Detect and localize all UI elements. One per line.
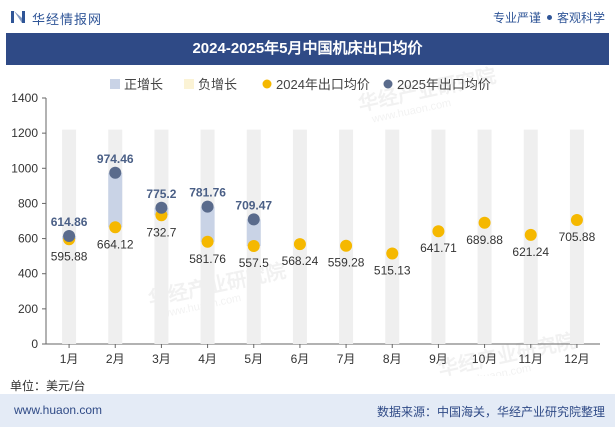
dot-2024 bbox=[524, 228, 537, 241]
range-band bbox=[246, 219, 261, 247]
background-column bbox=[292, 129, 307, 344]
label-2024: 581.76 bbox=[189, 252, 226, 266]
label-2024: 689.88 bbox=[466, 233, 503, 247]
slogan-right: 客观科学 bbox=[556, 11, 605, 25]
y-tick-label: 600 bbox=[18, 232, 38, 246]
label-2024: 641.71 bbox=[420, 241, 457, 255]
x-tick-label: 6月 bbox=[291, 352, 310, 366]
y-tick-label: 800 bbox=[18, 196, 38, 210]
background-column bbox=[339, 129, 354, 344]
footer: www.huaon.com 数据来源：中国海关，华经产业研究院整理 bbox=[0, 394, 615, 427]
footer-website: www.huaon.com bbox=[14, 403, 103, 417]
unit-label: 单位：美元/台 bbox=[10, 379, 86, 393]
x-tick-label: 2月 bbox=[106, 352, 125, 366]
dot-2024 bbox=[201, 235, 214, 248]
dot-2024 bbox=[109, 221, 122, 234]
legend-swatch bbox=[184, 79, 194, 89]
x-tick-label: 4月 bbox=[198, 352, 217, 366]
top-bar: 华经情报网 专业严谨 客观科学 bbox=[0, 0, 615, 34]
label-2024: 621.24 bbox=[512, 245, 549, 259]
dot-2024 bbox=[247, 240, 260, 253]
label-2024: 732.7 bbox=[146, 225, 176, 239]
x-tick-label: 9月 bbox=[429, 352, 448, 366]
y-tick-label: 1200 bbox=[11, 126, 38, 140]
background-column bbox=[154, 129, 169, 344]
chart: 华经产业研究院www.huaon.com华经产业研究院www.huaon.com… bbox=[11, 66, 600, 376]
dot-2025 bbox=[155, 201, 168, 214]
dot-2025 bbox=[109, 166, 122, 179]
label-2025: 614.86 bbox=[51, 215, 88, 229]
range-band bbox=[108, 172, 123, 228]
dot-2025 bbox=[63, 229, 76, 242]
label-2024: 664.12 bbox=[97, 237, 134, 251]
slogan-left: 专业严谨 bbox=[492, 11, 541, 25]
legend-label: 正增长 bbox=[124, 77, 163, 92]
x-tick-label: 5月 bbox=[244, 352, 263, 366]
slogan-dot-icon bbox=[546, 15, 552, 21]
slogan: 专业严谨 客观科学 bbox=[493, 9, 605, 26]
y-tick-label: 400 bbox=[18, 267, 38, 281]
y-tick-label: 200 bbox=[18, 302, 38, 316]
legend-swatch bbox=[110, 79, 120, 89]
chart-title: 2024-2025年5月中国机床出口均价 bbox=[6, 33, 609, 65]
x-tick-label: 3月 bbox=[152, 352, 171, 366]
legend-dot bbox=[262, 79, 272, 89]
background-column bbox=[569, 129, 584, 344]
x-tick-label: 10月 bbox=[472, 352, 497, 366]
huajing-logo-icon bbox=[11, 11, 25, 23]
background-column bbox=[477, 129, 492, 344]
footer-source: 数据来源：中国海关，华经产业研究院整理 bbox=[376, 405, 605, 419]
y-tick-label: 1400 bbox=[11, 91, 38, 105]
background-column bbox=[385, 129, 400, 344]
label-2025: 781.76 bbox=[189, 186, 226, 200]
dot-2024 bbox=[478, 216, 491, 229]
y-tick-label: 1000 bbox=[11, 161, 38, 175]
legend-label: 负增长 bbox=[198, 77, 237, 92]
label-2025: 974.46 bbox=[97, 152, 134, 166]
label-2024: 705.88 bbox=[559, 230, 596, 244]
legend-label: 2025年出口均价 bbox=[397, 77, 491, 92]
label-2025: 709.47 bbox=[235, 198, 272, 212]
dot-2025 bbox=[247, 213, 260, 226]
x-tick-label: 8月 bbox=[383, 352, 402, 366]
x-tick-label: 7月 bbox=[337, 352, 356, 366]
legend-dot bbox=[383, 79, 393, 89]
range-band bbox=[200, 206, 215, 242]
label-2024: 557.5 bbox=[239, 256, 269, 270]
legend-label: 2024年出口均价 bbox=[276, 77, 370, 92]
brand-name: 华经情报网 bbox=[32, 12, 103, 27]
dot-2024 bbox=[293, 238, 306, 251]
y-tick-label: 0 bbox=[31, 337, 38, 351]
dot-2024 bbox=[386, 247, 399, 260]
x-tick-label: 11月 bbox=[519, 352, 543, 366]
dot-2024 bbox=[432, 225, 445, 238]
label-2024: 559.28 bbox=[328, 256, 365, 270]
label-2024: 568.24 bbox=[282, 254, 319, 268]
label-2025: 775.2 bbox=[146, 187, 176, 201]
x-tick-label: 12月 bbox=[564, 352, 589, 366]
label-2024: 595.88 bbox=[51, 249, 88, 263]
dot-2024 bbox=[570, 213, 583, 226]
dot-2025 bbox=[201, 200, 214, 213]
dot-2024 bbox=[340, 239, 353, 252]
label-2024: 515.13 bbox=[374, 263, 411, 277]
x-tick-label: 1月 bbox=[60, 352, 79, 366]
